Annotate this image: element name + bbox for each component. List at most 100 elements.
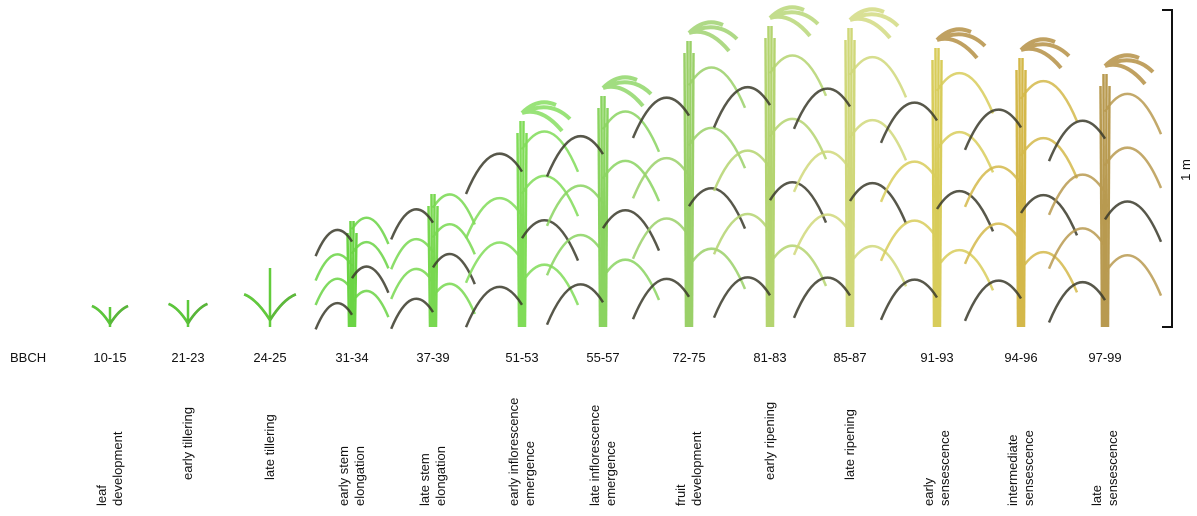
stem bbox=[432, 194, 433, 327]
stage-code: 81-83 bbox=[753, 350, 786, 365]
leaf bbox=[1021, 252, 1077, 292]
stem bbox=[525, 133, 527, 327]
stage-code: 10-15 bbox=[93, 350, 126, 365]
plant bbox=[965, 39, 1077, 327]
leaf bbox=[937, 191, 993, 231]
leaf bbox=[1021, 195, 1077, 235]
leaf bbox=[391, 269, 433, 299]
stem bbox=[936, 48, 937, 327]
stage-name: early ripening bbox=[762, 402, 777, 480]
leaf bbox=[965, 110, 1021, 150]
stage-name: late stem bbox=[417, 453, 432, 506]
leaf bbox=[689, 188, 745, 228]
stage-name: late bbox=[1089, 485, 1104, 506]
leaf bbox=[689, 67, 745, 107]
leaf bbox=[316, 303, 352, 329]
leaf bbox=[714, 151, 770, 191]
leaf bbox=[110, 306, 128, 324]
stem bbox=[1104, 74, 1105, 327]
stem bbox=[940, 60, 942, 327]
leaf bbox=[850, 183, 906, 223]
leaf bbox=[937, 132, 993, 172]
leaf bbox=[850, 57, 906, 97]
stem bbox=[773, 38, 775, 327]
scale-bracket bbox=[1162, 10, 1172, 327]
stage-name: elongation bbox=[433, 446, 448, 506]
leaf bbox=[316, 279, 352, 305]
stem bbox=[1108, 86, 1110, 327]
leaf bbox=[522, 131, 578, 171]
leaf bbox=[937, 73, 993, 113]
stem bbox=[933, 60, 935, 327]
leaf bbox=[689, 128, 745, 168]
stage-name: elongation bbox=[352, 446, 367, 506]
plant bbox=[169, 300, 208, 327]
stem bbox=[766, 38, 768, 327]
stem bbox=[604, 96, 605, 327]
stage-code: 91-93 bbox=[920, 350, 953, 365]
leaf bbox=[881, 280, 937, 320]
plant bbox=[881, 29, 993, 327]
stage-name: sensescence bbox=[1105, 430, 1120, 506]
leaf bbox=[352, 267, 388, 293]
leaf bbox=[466, 287, 522, 327]
leaf bbox=[770, 119, 826, 159]
stage-name: late tillering bbox=[262, 414, 277, 480]
leaf bbox=[1049, 175, 1105, 215]
stage-name: early stem bbox=[336, 446, 351, 506]
leaf bbox=[1105, 148, 1161, 188]
leaf bbox=[433, 194, 475, 224]
leaf bbox=[965, 167, 1021, 207]
leaf bbox=[1021, 81, 1077, 121]
stage-name: late inflorescence bbox=[587, 405, 602, 506]
stage-code: 37-39 bbox=[416, 350, 449, 365]
leaf bbox=[391, 209, 433, 239]
plant bbox=[794, 9, 906, 327]
leaf bbox=[633, 158, 689, 198]
leaf bbox=[1105, 94, 1161, 134]
stem bbox=[348, 233, 350, 327]
stage-name: emergence bbox=[603, 441, 618, 506]
leaf bbox=[169, 304, 188, 323]
stage-code: 55-57 bbox=[586, 350, 619, 365]
leaf bbox=[547, 136, 603, 176]
stage-name: leaf bbox=[94, 485, 109, 506]
stage-code: 21-23 bbox=[171, 350, 204, 365]
stage-name: emergence bbox=[522, 441, 537, 506]
leaf bbox=[714, 87, 770, 127]
plant bbox=[391, 194, 475, 329]
stage-name: development bbox=[689, 431, 704, 506]
plant bbox=[244, 268, 296, 327]
leaf bbox=[466, 154, 522, 194]
leaf bbox=[466, 198, 522, 238]
leaf bbox=[547, 284, 603, 324]
leaf bbox=[270, 294, 296, 320]
stage-name: late ripening bbox=[842, 409, 857, 480]
stem bbox=[853, 40, 855, 327]
stem bbox=[692, 53, 694, 327]
stage-name: sensescence bbox=[1021, 430, 1036, 506]
leaf bbox=[92, 306, 110, 324]
leaf bbox=[603, 260, 659, 300]
leaf bbox=[466, 242, 522, 282]
leaf bbox=[633, 279, 689, 319]
panicle bbox=[1021, 39, 1069, 68]
stem bbox=[685, 53, 687, 327]
stem bbox=[849, 28, 850, 327]
stem bbox=[602, 96, 603, 327]
leaf bbox=[391, 299, 433, 329]
stem bbox=[1017, 70, 1019, 327]
leaf bbox=[770, 55, 826, 95]
leaf bbox=[1105, 255, 1161, 295]
plant bbox=[92, 306, 128, 327]
leaf bbox=[1049, 282, 1105, 322]
leaf bbox=[770, 182, 826, 222]
stage-code: 94-96 bbox=[1004, 350, 1037, 365]
stage-name: early bbox=[921, 477, 936, 506]
leaf bbox=[547, 186, 603, 226]
stem bbox=[606, 108, 608, 327]
leaf bbox=[881, 162, 937, 202]
scale-label: 1 m bbox=[1178, 159, 1193, 181]
leaf bbox=[1049, 121, 1105, 161]
row-label: BBCH bbox=[10, 350, 46, 365]
